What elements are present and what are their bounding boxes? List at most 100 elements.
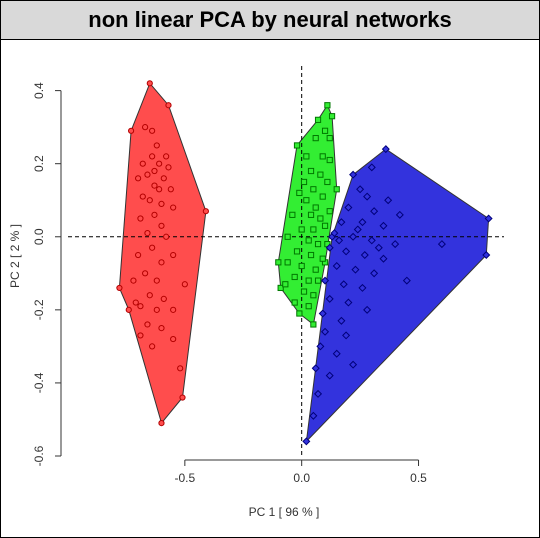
point-s3-41	[314, 389, 323, 398]
point-s1-40	[153, 306, 160, 313]
point-s1-34	[142, 270, 149, 277]
point-s3-10	[344, 203, 353, 212]
point-s3-21	[342, 247, 351, 256]
point-s2-5	[296, 310, 303, 317]
point-s1-33	[170, 251, 177, 259]
point-s1-22	[146, 197, 153, 204]
point-s1-2	[202, 208, 209, 215]
point-s1-3	[179, 394, 186, 401]
point-s3-7	[356, 185, 365, 194]
point-s3-1	[484, 214, 493, 223]
point-s1-49	[132, 299, 139, 306]
point-s1-17	[135, 175, 142, 182]
point-s3-16	[330, 229, 339, 238]
point-s2-38	[319, 255, 326, 262]
point-s1-43	[144, 321, 151, 328]
point-s1-11	[149, 153, 156, 160]
point-s1-41	[181, 281, 188, 288]
point-s2-37	[307, 251, 315, 259]
point-s2-32	[284, 233, 291, 240]
point-s3-20	[325, 243, 334, 252]
point-s1-1	[165, 102, 172, 109]
point-s1-23	[158, 200, 165, 207]
point-s2-11	[326, 135, 333, 142]
point-s1-7	[127, 127, 135, 134]
point-s1-14	[165, 164, 172, 171]
point-s3-31	[344, 298, 353, 307]
point-s3-15	[379, 221, 388, 230]
point-s1-36	[130, 277, 137, 284]
point-s3-23	[379, 254, 388, 263]
point-s2-22	[319, 193, 326, 200]
point-s2-9	[314, 116, 322, 123]
point-s3-42	[309, 411, 318, 420]
point-s3-43	[349, 360, 358, 369]
point-s3-24	[332, 261, 341, 271]
point-s3-30	[325, 294, 334, 303]
point-s3-8	[363, 192, 372, 201]
point-s2-17	[317, 171, 324, 178]
point-s3-44	[402, 276, 411, 285]
point-s2-16	[307, 167, 315, 175]
point-s1-42	[170, 306, 177, 313]
point-s2-6	[277, 284, 284, 292]
point-s3-35	[321, 327, 330, 336]
y-tick-label-3: 0.0	[32, 228, 46, 245]
point-s1-0	[146, 80, 153, 87]
point-s1-35	[153, 277, 160, 284]
point-s2-44	[314, 277, 322, 284]
point-s3-29	[358, 283, 367, 292]
point-s2-10	[321, 127, 329, 134]
point-s3-13	[337, 218, 346, 227]
point-s1-46	[149, 343, 156, 350]
point-s3-46	[335, 236, 344, 245]
point-s2-43	[305, 277, 312, 284]
x-tick-label-2: 0.5	[410, 471, 427, 485]
point-s3-27	[321, 276, 330, 285]
point-s3-26	[370, 269, 379, 278]
x-axis-title: PC 1 [ 96 % ]	[249, 505, 320, 519]
x-tick-label-1: 0.0	[293, 471, 310, 485]
point-s2-12	[312, 135, 319, 142]
point-s1-39	[137, 303, 144, 310]
point-s1-37	[146, 292, 153, 299]
point-s2-46	[300, 288, 308, 295]
point-s3-11	[370, 207, 379, 216]
point-s1-27	[158, 222, 165, 229]
point-s2-0	[324, 102, 331, 109]
point-s2-39	[284, 259, 291, 266]
point-s1-12	[151, 167, 158, 175]
point-s1-21	[139, 193, 146, 200]
chart-title: non linear PCA by neural networks	[88, 7, 452, 32]
point-s2-20	[296, 189, 303, 197]
y-tick-label-2: -0.2	[32, 299, 46, 320]
point-s1-31	[135, 251, 142, 259]
point-s1-47	[170, 335, 177, 343]
point-s1-30	[149, 244, 156, 251]
point-s2-30	[298, 226, 305, 233]
point-s2-23	[303, 197, 310, 204]
point-s1-24	[170, 204, 177, 211]
point-s2-45	[282, 281, 289, 288]
point-s1-25	[151, 211, 158, 218]
point-s3-33	[318, 309, 327, 318]
point-s2-47	[310, 292, 317, 299]
point-s3-45	[437, 240, 446, 249]
point-s2-18	[300, 178, 308, 186]
point-s1-28	[144, 230, 151, 237]
point-s1-10	[139, 160, 146, 167]
point-s3-47	[353, 225, 362, 234]
point-s2-29	[321, 222, 329, 229]
point-s3-2	[482, 251, 491, 260]
point-s2-4	[310, 321, 317, 328]
point-s1-9	[149, 127, 156, 134]
point-s3-39	[311, 364, 320, 373]
point-s3-19	[391, 240, 400, 249]
point-s2-33	[305, 237, 312, 244]
point-s3-12	[395, 210, 404, 219]
point-s1-48	[177, 365, 184, 372]
point-s1-32	[158, 259, 165, 266]
point-s2-49	[305, 303, 312, 310]
point-s2-24	[312, 204, 319, 211]
